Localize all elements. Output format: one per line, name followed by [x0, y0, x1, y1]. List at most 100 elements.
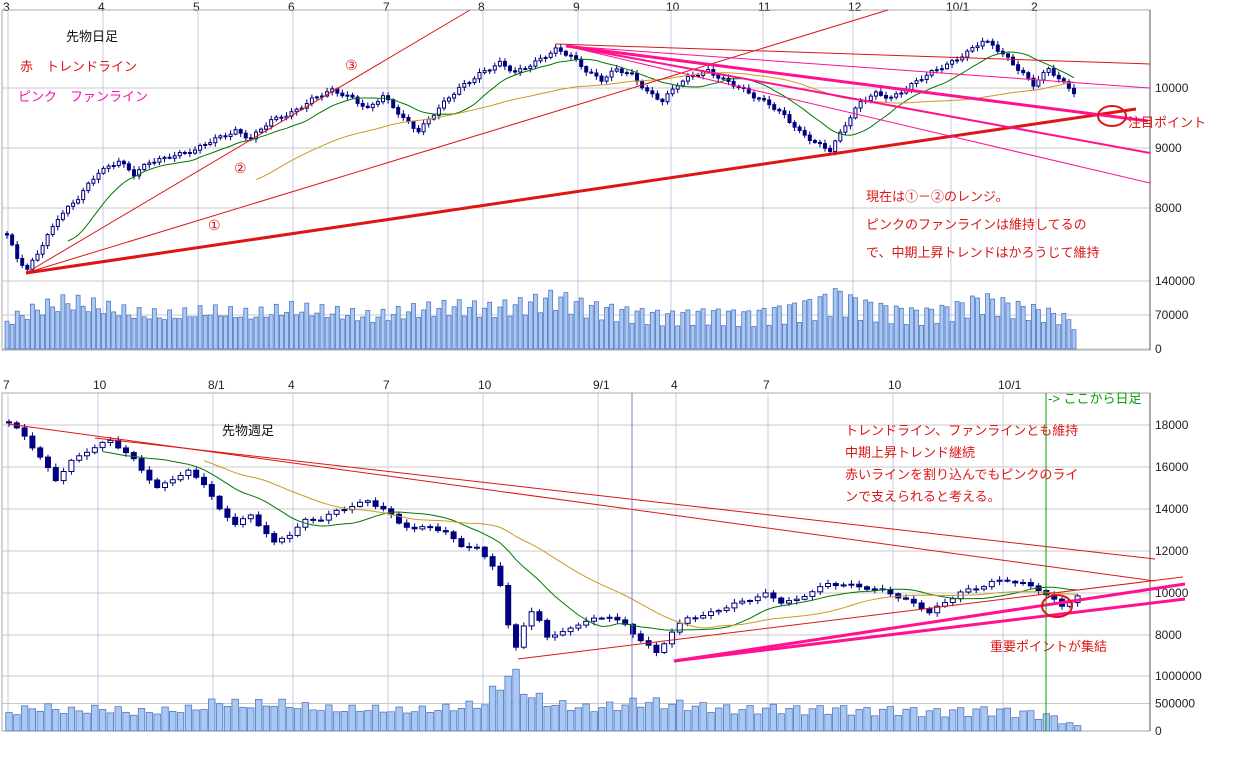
candle-body	[782, 110, 787, 116]
candle-body	[1012, 580, 1019, 584]
volume-bar	[130, 714, 138, 732]
volume-bar	[1058, 723, 1066, 732]
candle-body	[630, 623, 636, 635]
volume-bar	[273, 303, 279, 350]
volume-bar	[1005, 302, 1011, 350]
volume-bar	[1019, 710, 1027, 732]
volume-bar	[325, 704, 333, 732]
volume-bar	[1015, 300, 1021, 350]
candle-body	[60, 471, 67, 482]
volume-bar	[988, 715, 996, 732]
volume-bar	[522, 314, 528, 350]
candle-body	[505, 585, 512, 626]
candle-body	[1031, 77, 1036, 87]
volume-bar	[1027, 710, 1035, 732]
volume-bar	[665, 313, 670, 350]
volume-bar	[457, 708, 465, 732]
candle-body	[584, 66, 589, 73]
candle-body	[1021, 69, 1026, 74]
candle-body	[559, 631, 566, 636]
volume-bar	[543, 706, 551, 732]
candle-body	[255, 514, 262, 527]
x-tick-label: 9/1	[593, 378, 610, 392]
volume-bar	[301, 702, 309, 732]
candle-body	[838, 131, 843, 142]
volume-bar	[122, 711, 130, 732]
candle-body	[403, 522, 410, 528]
daily-note-line-2: ピンクのファンラインは維持してるの	[866, 217, 1087, 232]
volume-bar	[959, 302, 965, 350]
volume-bar	[1036, 309, 1041, 350]
candle-body	[30, 259, 35, 270]
volume-bar	[558, 296, 564, 350]
candle-body	[411, 526, 418, 530]
x-tick-label: 6	[288, 0, 295, 14]
candle-body	[154, 479, 161, 488]
candle-body	[99, 441, 106, 449]
candle-body	[528, 611, 535, 627]
volume-bar	[19, 315, 25, 350]
candle-body	[147, 162, 152, 165]
volume-tick-label: 140000	[1155, 274, 1195, 288]
volume-bar	[769, 703, 777, 732]
fan-label-2: ②	[234, 160, 247, 176]
volume-bar	[871, 715, 879, 732]
volume-bar	[239, 706, 247, 732]
candle-body	[177, 152, 182, 157]
volume-bar	[85, 311, 91, 350]
volume-bar	[762, 707, 770, 732]
volume-bar	[848, 294, 853, 350]
volume-bar	[4, 320, 10, 350]
volume-bar	[639, 308, 645, 350]
candle-body	[894, 93, 899, 98]
candle-body	[708, 611, 714, 616]
candle-body	[973, 588, 980, 591]
volume-bar	[385, 320, 391, 350]
volume-bar	[1010, 318, 1016, 350]
volume-bar	[574, 707, 582, 732]
volume-bar	[340, 711, 348, 732]
candle-body	[364, 500, 371, 503]
volume-bar	[853, 297, 858, 350]
volume-bar	[761, 308, 767, 350]
candle-body	[793, 598, 800, 602]
candle-body	[10, 234, 15, 246]
candle-body	[676, 622, 683, 633]
pink-fan-line-2	[565, 44, 1149, 123]
volume-bar	[9, 324, 15, 350]
candle-body	[833, 140, 838, 152]
candle-body	[269, 119, 274, 127]
volume-bar	[481, 704, 489, 732]
volume-bar	[670, 310, 675, 350]
x-tick-label: 10/1	[946, 0, 970, 14]
volume-bar	[348, 704, 356, 732]
ma-long-line	[203, 460, 1078, 629]
candle-body	[887, 589, 894, 595]
candle-body	[569, 54, 573, 57]
volume-bar	[957, 707, 965, 732]
volume-bar	[96, 308, 101, 350]
volume-bar	[255, 699, 263, 732]
candle-body	[45, 234, 50, 247]
volume-bar	[619, 309, 625, 350]
volume-bar	[528, 697, 536, 732]
candle-body	[247, 514, 254, 520]
candle-body	[965, 588, 972, 593]
candle-body	[858, 101, 863, 109]
volume-bar	[317, 710, 325, 732]
volume-bar	[878, 302, 884, 350]
volume-bar	[106, 712, 114, 732]
candle-body	[739, 600, 746, 604]
ma-long-line	[255, 72, 1075, 181]
candle-body	[762, 592, 769, 598]
candle-body	[60, 212, 65, 220]
volume-bar	[294, 314, 299, 350]
candle-body	[286, 534, 293, 539]
candle-body	[91, 178, 96, 184]
candle-body	[115, 439, 122, 449]
candle-body	[396, 107, 401, 115]
candle-body	[848, 583, 855, 586]
volume-bar	[182, 307, 188, 350]
volume-bar	[131, 317, 137, 350]
